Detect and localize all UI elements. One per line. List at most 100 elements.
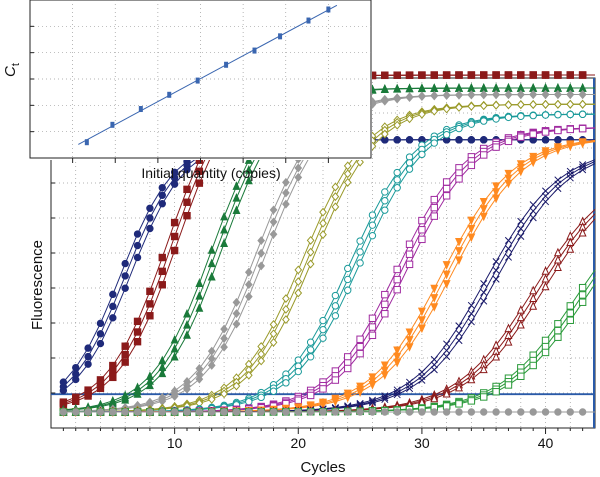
data-point	[195, 179, 204, 187]
inset-data-point	[252, 47, 257, 54]
data-point	[517, 133, 525, 141]
data-point	[306, 353, 315, 361]
data-point	[344, 264, 352, 273]
data-point	[455, 237, 463, 247]
data-point	[170, 408, 179, 416]
data-point	[294, 356, 302, 364]
inset-points	[84, 6, 331, 146]
data-point	[492, 351, 501, 361]
data-point	[517, 232, 525, 241]
inset-data-point	[138, 106, 143, 113]
data-point	[443, 346, 451, 355]
data-point	[455, 400, 463, 408]
data-point	[381, 395, 389, 403]
inset-x-axis-label: Initial quantity (copies)	[141, 165, 280, 181]
data-point	[418, 71, 426, 79]
data-point	[121, 408, 129, 416]
data-point	[529, 130, 537, 138]
data-point	[133, 241, 142, 250]
data-point	[566, 302, 574, 310]
data-point	[244, 267, 253, 277]
data-point	[183, 319, 191, 329]
data-point	[393, 265, 401, 274]
data-point	[170, 218, 179, 227]
data-point	[244, 175, 253, 185]
data-point	[319, 334, 327, 342]
inset-y-axis-label-sub: t	[10, 63, 22, 66]
data-point	[430, 203, 438, 212]
data-point	[430, 71, 438, 79]
data-point	[306, 338, 315, 346]
data-point	[368, 373, 377, 383]
data-point	[442, 178, 451, 186]
data-point	[393, 275, 401, 284]
data-point	[430, 139, 438, 147]
data-point	[356, 343, 364, 351]
data-point	[146, 224, 154, 233]
data-point	[72, 363, 80, 372]
data-point	[480, 117, 488, 125]
data-point	[356, 408, 364, 416]
data-point	[467, 90, 476, 100]
data-point	[380, 371, 389, 380]
data-point	[244, 292, 253, 302]
data-point	[72, 408, 80, 416]
data-point	[121, 358, 129, 366]
data-point	[72, 375, 80, 384]
data-point	[504, 137, 513, 146]
data-point	[319, 408, 327, 416]
data-point	[554, 99, 562, 109]
data-point	[282, 379, 290, 387]
data-point	[578, 291, 587, 299]
inset-data-point	[110, 121, 115, 128]
data-point	[133, 389, 142, 398]
data-point	[133, 253, 142, 262]
data-point	[529, 111, 537, 120]
data-point	[343, 177, 352, 187]
data-point	[541, 192, 550, 200]
threshold-line	[51, 78, 595, 428]
data-point	[232, 319, 241, 329]
data-point	[455, 329, 463, 337]
data-point	[220, 389, 228, 399]
data-point	[467, 161, 476, 170]
data-point	[282, 199, 290, 209]
data-point	[220, 324, 228, 334]
data-point	[294, 367, 302, 376]
data-point	[294, 396, 302, 404]
data-point	[257, 393, 265, 402]
data-point	[541, 136, 550, 144]
data-point	[579, 161, 587, 169]
data-point	[207, 360, 216, 370]
data-point	[529, 361, 537, 370]
data-point	[109, 302, 117, 311]
data-point	[158, 183, 166, 192]
data-point	[467, 120, 476, 128]
data-point	[306, 391, 315, 400]
data-point	[183, 166, 191, 174]
data-point	[418, 216, 426, 225]
data-point	[554, 333, 562, 341]
data-point	[133, 230, 142, 238]
data-point	[405, 328, 414, 338]
data-point	[578, 283, 587, 292]
data-point	[504, 253, 513, 261]
data-point	[158, 281, 166, 289]
data-point	[257, 356, 266, 366]
data-point	[183, 384, 191, 394]
data-point	[467, 216, 476, 226]
data-point	[146, 312, 154, 320]
data-point	[195, 374, 204, 384]
data-point	[344, 364, 352, 373]
data-point	[232, 205, 241, 215]
data-point	[442, 184, 451, 193]
data-point	[96, 339, 105, 348]
data-point	[244, 370, 253, 380]
data-point	[170, 391, 179, 401]
data-point	[245, 408, 253, 416]
data-point	[442, 90, 451, 100]
data-point	[393, 408, 401, 416]
data-point	[405, 336, 414, 345]
data-point	[381, 206, 389, 214]
data-point	[331, 291, 340, 300]
